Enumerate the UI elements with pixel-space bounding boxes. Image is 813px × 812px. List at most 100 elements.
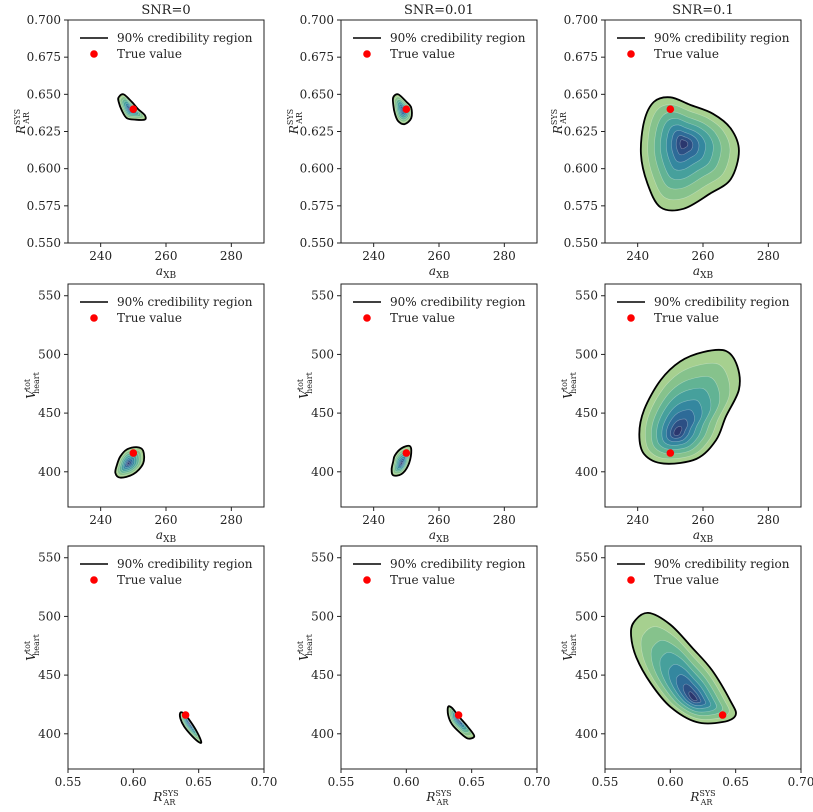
y-tick-label: 550 bbox=[38, 289, 61, 303]
y-tick-label: 0.625 bbox=[300, 125, 334, 139]
density-contour-level bbox=[400, 461, 403, 465]
y-tick-label: 500 bbox=[575, 609, 598, 623]
legend-point-swatch bbox=[90, 50, 98, 58]
y-tick-label: 550 bbox=[575, 289, 598, 303]
y-tick-label: 0.600 bbox=[300, 162, 334, 176]
legend-point-swatch bbox=[363, 50, 371, 58]
true-value-point bbox=[454, 711, 463, 719]
subplot-r0-c0: SNR=0 240 260 280 0.550 0.575 0.600 0.625 0.650 0… bbox=[13, 3, 265, 281]
legend-point-swatch bbox=[363, 576, 371, 584]
y-tick-label: 400 bbox=[38, 465, 61, 479]
y-axis-label: Vtotheart bbox=[560, 371, 578, 398]
y-tick-label: 0.600 bbox=[27, 162, 61, 176]
x-axis-label: aXB bbox=[429, 264, 450, 281]
legend-true-value-label: True value bbox=[117, 311, 182, 325]
x-axis-label: aXB bbox=[693, 528, 714, 545]
legend-point-swatch bbox=[627, 314, 635, 322]
x-axis-label: aXB bbox=[429, 528, 450, 545]
subplot-r2-c1: 0.55 0.60 0.65 0.70 400 450 500 550 RSYS AR Vtothe… bbox=[296, 545, 551, 807]
y-tick-label: 400 bbox=[311, 727, 334, 741]
x-tick-label: 0.70 bbox=[251, 775, 278, 789]
x-tick-label: 280 bbox=[220, 513, 243, 527]
credibility-region bbox=[638, 348, 741, 465]
y-tick-label: 0.575 bbox=[300, 199, 334, 213]
y-tick-label: 500 bbox=[38, 609, 61, 623]
y-tick-label: 400 bbox=[311, 465, 334, 479]
y-axis-label: Vtotheart bbox=[296, 633, 314, 660]
x-axis-label: aXB bbox=[156, 264, 177, 281]
y-tick-label: 450 bbox=[575, 406, 598, 420]
y-tick-label: 400 bbox=[38, 727, 61, 741]
legend-true-value-label: True value bbox=[117, 573, 182, 587]
x-tick-label: 0.70 bbox=[524, 775, 551, 789]
x-tick-label: 280 bbox=[493, 249, 516, 263]
x-tick-label: 260 bbox=[155, 249, 178, 263]
x-tick-label: 260 bbox=[428, 513, 451, 527]
y-tick-label: 500 bbox=[311, 609, 334, 623]
y-axis-label: RSYSAR bbox=[286, 109, 304, 135]
x-tick-label: 260 bbox=[155, 513, 178, 527]
y-tick-label: 450 bbox=[575, 668, 598, 682]
x-tick-label: 0.55 bbox=[55, 775, 82, 789]
true-value-point bbox=[129, 449, 138, 457]
credibility-region bbox=[446, 705, 476, 740]
y-tick-label: 0.700 bbox=[300, 13, 334, 27]
true-value-point bbox=[181, 711, 190, 719]
x-tick-label: 260 bbox=[692, 249, 715, 263]
x-tick-label: 280 bbox=[493, 513, 516, 527]
density-contour-level bbox=[679, 139, 689, 150]
true-value-point bbox=[402, 105, 411, 113]
x-axis-label: RSYS AR bbox=[152, 789, 178, 807]
legend-region-label: 90% credibility region bbox=[390, 295, 526, 309]
y-tick-label: 0.700 bbox=[564, 13, 598, 27]
credibility-region bbox=[639, 96, 740, 212]
x-tick-label: 0.60 bbox=[120, 775, 147, 789]
y-axis-label: Vtotheart bbox=[23, 371, 41, 398]
x-tick-label: 240 bbox=[89, 249, 112, 263]
y-tick-label: 500 bbox=[38, 347, 61, 361]
y-tick-label: 0.650 bbox=[27, 87, 61, 101]
legend-true-value-label: True value bbox=[390, 47, 455, 61]
y-tick-label: 0.550 bbox=[27, 236, 61, 250]
y-tick-label: 0.550 bbox=[564, 236, 598, 250]
y-tick-label: 0.625 bbox=[27, 125, 61, 139]
x-tick-label: 0.65 bbox=[722, 775, 749, 789]
subplot-title: SNR=0 bbox=[141, 3, 190, 18]
density-contour-level bbox=[673, 426, 683, 436]
plot-frame bbox=[67, 545, 265, 770]
true-value-point bbox=[666, 105, 675, 113]
plot-frame bbox=[604, 545, 802, 770]
y-tick-label: 450 bbox=[311, 668, 334, 682]
y-tick-label: 450 bbox=[38, 668, 61, 682]
true-value-point bbox=[402, 449, 411, 457]
x-tick-label: 0.65 bbox=[185, 775, 212, 789]
subplot-r2-c2: 0.55 0.60 0.65 0.70 400 450 500 550 RSYS AR Vtothe… bbox=[560, 545, 813, 807]
subplot-r0-c1: SNR=0.01 240 260 280 0.550 0.575 0.600 0.625 0.6… bbox=[286, 3, 538, 281]
subplot-title: SNR=0.01 bbox=[404, 3, 474, 18]
y-tick-label: 550 bbox=[311, 289, 334, 303]
y-tick-label: 0.575 bbox=[564, 199, 598, 213]
x-tick-label: 240 bbox=[362, 513, 385, 527]
x-tick-label: 240 bbox=[362, 249, 385, 263]
y-tick-label: 450 bbox=[311, 406, 334, 420]
y-tick-label: 500 bbox=[575, 347, 598, 361]
legend-true-value-label: True value bbox=[117, 47, 182, 61]
legend-true-value-label: True value bbox=[654, 47, 719, 61]
legend-point-swatch bbox=[627, 576, 635, 584]
legend-region-label: 90% credibility region bbox=[117, 295, 253, 309]
y-tick-label: 550 bbox=[38, 551, 61, 565]
x-tick-label: 0.55 bbox=[328, 775, 355, 789]
y-tick-label: 0.600 bbox=[564, 162, 598, 176]
y-tick-label: 450 bbox=[38, 406, 61, 420]
x-tick-label: 280 bbox=[757, 249, 780, 263]
legend-true-value-label: True value bbox=[654, 311, 719, 325]
x-tick-label: 260 bbox=[428, 249, 451, 263]
x-axis-label: aXB bbox=[693, 264, 714, 281]
y-axis-label: RSYSAR bbox=[550, 109, 568, 135]
x-tick-label: 0.70 bbox=[788, 775, 813, 789]
legend-region-label: 90% credibility region bbox=[654, 295, 790, 309]
legend-region-label: 90% credibility region bbox=[654, 557, 790, 571]
legend-true-value-label: True value bbox=[390, 311, 455, 325]
y-tick-label: 0.575 bbox=[27, 199, 61, 213]
